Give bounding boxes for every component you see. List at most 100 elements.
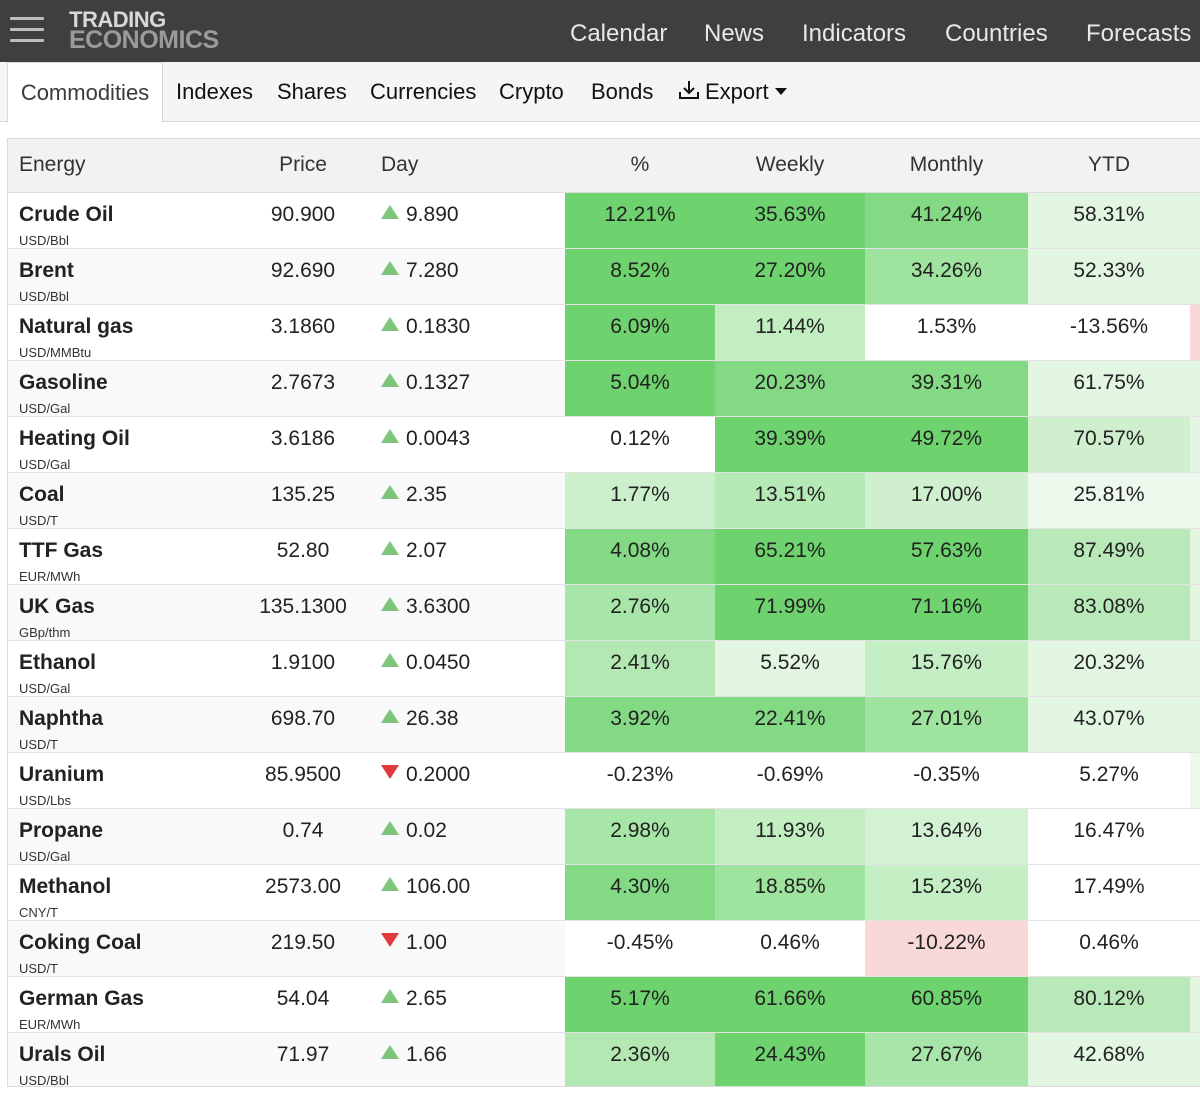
- cell-commodity: Natural gas USD/MMBtu: [8, 304, 235, 360]
- tab-currencies[interactable]: Currencies: [370, 79, 477, 104]
- column-header-energy: Energy: [8, 139, 235, 193]
- cell-ytd: 43.07%: [1028, 696, 1190, 752]
- commodity-unit: USD/Bbl: [19, 1072, 69, 1087]
- triangle-up-icon: [381, 820, 399, 835]
- day-change-value: 7.280: [406, 258, 459, 282]
- cell-ytd: 70.57%: [1028, 416, 1190, 472]
- table-row[interactable]: Naphtha USD/T 698.70 26.38 3.92% 22.41% 27.01%…: [8, 696, 1200, 752]
- commodity-name-link[interactable]: Naphtha: [19, 706, 103, 730]
- triangle-up-icon: [381, 484, 399, 499]
- nav-indicators[interactable]: Indicators: [802, 20, 907, 47]
- nav-forecasts[interactable]: Forecasts: [1086, 20, 1192, 47]
- commodity-name-link[interactable]: Ethanol: [19, 650, 96, 674]
- tab-commodities[interactable]: Commodities: [7, 62, 163, 123]
- cell-yoy-clipped: [1190, 808, 1200, 864]
- cell-day-change: 2.35: [371, 472, 565, 528]
- tab-bonds[interactable]: Bonds: [591, 79, 654, 104]
- cell-price: 92.690: [235, 248, 371, 304]
- table-row[interactable]: UK Gas GBp/thm 135.1300 3.6300 2.76% 71.99% 71…: [8, 584, 1200, 640]
- table-header-row: Energy Price Day % Weekly Monthly YTD: [8, 139, 1200, 193]
- table-row[interactable]: Crude Oil USD/Bbl 90.900 9.890 12.21% 35.63% 4…: [8, 192, 1200, 248]
- cell-day-change: 0.1327: [371, 360, 565, 416]
- triangle-up-icon: [381, 1044, 399, 1059]
- commodity-name-link[interactable]: Urals Oil: [19, 1042, 106, 1066]
- table-row[interactable]: Ethanol USD/Gal 1.9100 0.0450 2.41% 5.52% 15.7…: [8, 640, 1200, 696]
- triangle-up-icon: [381, 428, 399, 443]
- commodity-name-link[interactable]: Uranium: [19, 762, 105, 786]
- commodity-name-link[interactable]: Brent: [19, 258, 74, 282]
- commodity-name-link[interactable]: UK Gas: [19, 594, 95, 618]
- cell-weekly: 18.85%: [715, 864, 865, 920]
- commodity-name-link[interactable]: TTF Gas: [19, 538, 104, 562]
- table-row[interactable]: Propane USD/Gal 0.74 0.02 2.98% 11.93% 13.64% 1…: [8, 808, 1200, 864]
- commodity-name-link[interactable]: Heating Oil: [19, 426, 130, 450]
- cell-percent: 2.98%: [565, 808, 715, 864]
- commodity-unit: GBp/thm: [19, 624, 71, 640]
- commodity-name-link[interactable]: Coking Coal: [19, 930, 142, 954]
- commodity-name-link[interactable]: German Gas: [19, 986, 144, 1010]
- export-button[interactable]: Export: [678, 62, 787, 122]
- cell-weekly: -0.69%: [715, 752, 865, 808]
- cell-commodity: Uranium USD/Lbs: [8, 752, 235, 808]
- commodity-name-link[interactable]: Natural gas: [19, 314, 134, 338]
- cell-yoy-clipped: [1190, 416, 1200, 472]
- cell-day-change: 26.38: [371, 696, 565, 752]
- cell-yoy-clipped: [1190, 640, 1200, 696]
- cell-day-change: 9.890: [371, 192, 565, 248]
- tab-indexes[interactable]: Indexes: [176, 79, 254, 104]
- hamburger-menu-icon[interactable]: [10, 17, 44, 43]
- commodity-name-link[interactable]: Gasoline: [19, 370, 108, 394]
- cell-day-change: 0.0043: [371, 416, 565, 472]
- tab-shares[interactable]: Shares: [277, 79, 347, 104]
- cell-price: 219.50: [235, 920, 371, 976]
- triangle-down-icon: [381, 764, 399, 779]
- table-row[interactable]: Coal USD/T 135.25 2.35 1.77% 13.51% 17.00% 25.8…: [8, 472, 1200, 528]
- table-row[interactable]: Natural gas USD/MMBtu 3.1860 0.1830 6.09% 11.…: [8, 304, 1200, 360]
- site-logo[interactable]: TRADING ECONOMICS: [69, 9, 219, 53]
- table-row[interactable]: Methanol CNY/T 2573.00 106.00 4.30% 18.85% 15.…: [8, 864, 1200, 920]
- nav-calendar[interactable]: Calendar: [570, 20, 668, 47]
- cell-day-change: 7.280: [371, 248, 565, 304]
- triangle-up-icon: [381, 876, 399, 891]
- cell-monthly: 27.67%: [865, 1032, 1028, 1086]
- table-row[interactable]: Coking Coal USD/T 219.50 1.00 -0.45% 0.46% -10…: [8, 920, 1200, 976]
- commodity-unit: CNY/T: [19, 904, 58, 920]
- day-change-value: 2.07: [406, 538, 447, 562]
- table-row[interactable]: Gasoline USD/Gal 2.7673 0.1327 5.04% 20.23% 39…: [8, 360, 1200, 416]
- cell-price: 2.7673: [235, 360, 371, 416]
- table-row[interactable]: Uranium USD/Lbs 85.9500 0.2000 -0.23% -0.69% -…: [8, 752, 1200, 808]
- commodity-name-link[interactable]: Methanol: [19, 874, 112, 898]
- triangle-up-icon: [381, 316, 399, 331]
- tab-crypto[interactable]: Crypto: [499, 79, 564, 104]
- commodity-name-link[interactable]: Crude Oil: [19, 202, 114, 226]
- column-header-monthly: Monthly: [865, 139, 1028, 193]
- cell-ytd: 5.27%: [1028, 752, 1190, 808]
- cell-monthly: 41.24%: [865, 192, 1028, 248]
- cell-percent: 2.36%: [565, 1032, 715, 1086]
- nav-countries[interactable]: Countries: [945, 20, 1048, 47]
- table-row[interactable]: TTF Gas EUR/MWh 52.80 2.07 4.08% 65.21% 57.63%…: [8, 528, 1200, 584]
- cell-percent: 5.04%: [565, 360, 715, 416]
- cell-monthly: 15.23%: [865, 864, 1028, 920]
- day-change-value: 0.0043: [406, 426, 471, 450]
- cell-weekly: 39.39%: [715, 416, 865, 472]
- table-row[interactable]: Heating Oil USD/Gal 3.6186 0.0043 0.12% 39.39…: [8, 416, 1200, 472]
- cell-commodity: Crude Oil USD/Bbl: [8, 192, 235, 248]
- table-row[interactable]: German Gas EUR/MWh 54.04 2.65 5.17% 61.66% 60.…: [8, 976, 1200, 1032]
- nav-news[interactable]: News: [704, 20, 765, 47]
- table-row[interactable]: Urals Oil USD/Bbl 71.97 1.66 2.36% 24.43% 27.6…: [8, 1032, 1200, 1087]
- cell-ytd: 42.68%: [1028, 1032, 1190, 1086]
- commodities-table-container: Energy Price Day % Weekly Monthly YTD Cr…: [7, 138, 1200, 1087]
- commodity-name-link[interactable]: Coal: [19, 482, 65, 506]
- cell-weekly: 61.66%: [715, 976, 865, 1032]
- cell-yoy-clipped: [1190, 528, 1200, 584]
- cell-yoy-clipped: [1190, 584, 1200, 640]
- commodity-unit: EUR/MWh: [19, 568, 81, 584]
- cell-commodity: Heating Oil USD/Gal: [8, 416, 235, 472]
- cell-percent: 2.41%: [565, 640, 715, 696]
- cell-monthly: 57.63%: [865, 528, 1028, 584]
- commodity-name-link[interactable]: Propane: [19, 818, 104, 842]
- day-change-value: 26.38: [406, 706, 459, 730]
- table-row[interactable]: Brent USD/Bbl 92.690 7.280 8.52% 27.20% 34.26%…: [8, 248, 1200, 304]
- triangle-up-icon: [381, 988, 399, 1003]
